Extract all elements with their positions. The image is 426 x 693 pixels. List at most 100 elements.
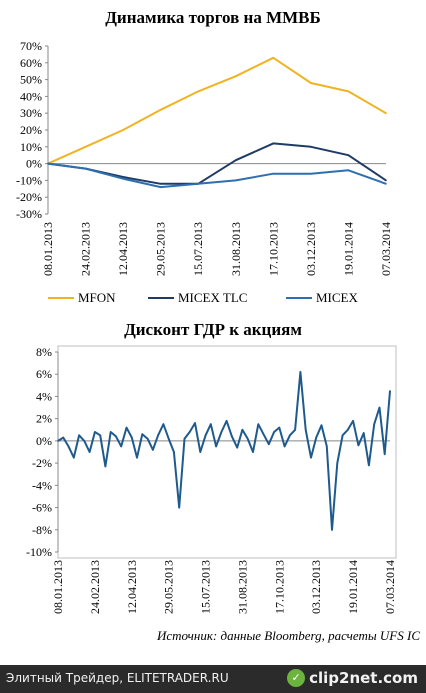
chart2-x-tick-label: 08.01.2013: [51, 560, 65, 614]
chart1-point-1: [272, 57, 275, 59]
chart2-point-1: [73, 456, 75, 459]
chart2-point-1: [368, 464, 370, 467]
chart1-point-1: [159, 109, 162, 111]
chart2-y-tick-label: 8%: [36, 345, 52, 359]
gdr-discount-chart: 8% 6% 4% 2% 0% -2% -4% -6% -8% -10%08.01.2013 24.0…: [26, 345, 397, 614]
chart2-point-1: [357, 444, 360, 447]
chart2-point-1: [310, 456, 312, 459]
chart1-point-2: [122, 176, 124, 178]
footer-bar: Элитный Трейдер, ELITETRADER.RU ✓ clip2n…: [0, 665, 426, 693]
chart1-y-tick-label: 0%: [26, 157, 42, 171]
chart2-y-tick-label: -4%: [32, 478, 52, 492]
chart1-x-tick-label: 19.01.2014: [341, 222, 355, 276]
footer-text: Элитный Трейдер, ELITETRADER.RU: [6, 671, 229, 685]
chart1-x-tick-label: 17.10.2013: [266, 222, 280, 276]
chart2-point-1: [257, 423, 260, 425]
chart2-point-1: [231, 435, 233, 438]
chart2-point-1: [188, 431, 191, 433]
chart2-point-1: [78, 434, 80, 437]
legend-micex: MICEX: [286, 290, 358, 306]
chart2-point-1: [326, 445, 328, 448]
chart1-y-tick-label: -30%: [16, 207, 42, 221]
legend-swatch-micex: [286, 297, 312, 299]
chart2-point-1: [304, 429, 307, 431]
chart1-point-3: [235, 179, 237, 182]
chart2-point-1: [352, 420, 354, 422]
chart2-point-1: [289, 434, 291, 437]
chart1-y-tick-label: 10%: [20, 140, 42, 154]
chart2-point-1: [109, 431, 112, 433]
chart1-y-tick-label: -10%: [16, 173, 42, 187]
chart2-point-1: [62, 436, 65, 439]
chart2-point-1: [178, 506, 180, 509]
chart1-point-1: [84, 146, 87, 148]
chart2-point-1: [273, 431, 275, 433]
chart1-y-tick-label: 40%: [20, 89, 42, 103]
chart2-title: Дисконт ГДР к акциям: [124, 320, 302, 339]
clip2net-icon: ✓: [287, 669, 306, 687]
chart2-x-tick-label: 07.03.2014: [383, 560, 397, 614]
chart2-point-1: [157, 434, 159, 437]
chart1-point-1: [310, 82, 312, 84]
chart2-point-1: [57, 440, 59, 442]
chart2-x-tick-label: 15.07.2013: [199, 560, 213, 614]
chart2-point-1: [183, 437, 186, 440]
chart1-point-3: [385, 183, 387, 185]
chart2-point-1: [320, 424, 323, 427]
chart2-x-tick-label: 24.02.2013: [88, 560, 102, 614]
chart1-point-2: [385, 179, 387, 182]
chart1-x-tick-label: 29.05.2013: [154, 222, 168, 276]
chart2-point-1: [120, 445, 122, 448]
chart1-y-tick-label: 20%: [20, 123, 42, 137]
chart2-point-1: [252, 451, 254, 453]
chart2-point-1: [104, 465, 107, 468]
chart1-x-tick-label: 12.04.2013: [116, 222, 130, 276]
chart2-point-1: [362, 432, 365, 434]
chart2-point-1: [347, 429, 349, 431]
chart2-y-tick-label: -10%: [26, 545, 52, 559]
chart1-point-3: [47, 162, 49, 165]
chart1-y-tick-label: -20%: [16, 190, 42, 204]
chart2-point-1: [220, 431, 223, 433]
chart2-series-line-1: [57, 371, 391, 531]
chart1-point-3: [197, 183, 199, 185]
chart2-y-tick-label: 6%: [36, 367, 52, 381]
chart2-point-1: [152, 449, 154, 451]
chart1-point-2: [159, 183, 162, 185]
chart2-point-1: [167, 437, 170, 440]
chart2-point-1: [199, 451, 202, 453]
chart1-point-1: [385, 112, 387, 114]
chart2-point-1: [262, 433, 265, 435]
chart1-x-tick-label: 31.08.2013: [229, 222, 243, 276]
chart2-point-1: [283, 445, 286, 448]
chart1-point-2: [310, 146, 312, 148]
chart2-x-tick-label: 19.01.2014: [346, 560, 360, 614]
chart2-point-1: [315, 436, 318, 439]
chart2-point-1: [125, 426, 128, 429]
chart2-point-1: [278, 426, 281, 429]
chart2-plot-frame: [57, 345, 397, 559]
chart2-y-tick-label: 4%: [36, 389, 52, 403]
chart1-point-1: [347, 90, 350, 93]
chart1-y-tick-label: 30%: [20, 106, 42, 120]
chart2-point-1: [373, 423, 376, 425]
source-note: Источник: данные Bloomberg, расчеты UFS …: [156, 628, 420, 643]
chart1-point-3: [272, 172, 275, 175]
chart2-point-1: [215, 445, 217, 448]
legend-swatch-mfon: [48, 297, 74, 299]
chart2-point-1: [173, 451, 175, 453]
chart2-x-tick-label: 29.05.2013: [162, 560, 176, 614]
chart2-point-1: [236, 446, 238, 449]
chart2-point-1: [246, 437, 249, 440]
chart2-point-1: [294, 429, 296, 431]
chart1-point-1: [122, 129, 124, 131]
chart1-x-tick-label: 15.07.2013: [191, 222, 205, 276]
chart1-legend: MFON MICEX TLC MICEX: [0, 290, 426, 312]
legend-micex-tlc: MICEX TLC: [148, 290, 247, 306]
chart1-x-tick-label: 07.03.2014: [379, 222, 393, 276]
chart1-series-line-3: [47, 162, 387, 189]
chart2-point-1: [146, 437, 149, 440]
chart2-point-1: [241, 429, 244, 431]
chart2-x-tick-label: 31.08.2013: [235, 560, 249, 614]
chart2-point-1: [194, 422, 196, 424]
